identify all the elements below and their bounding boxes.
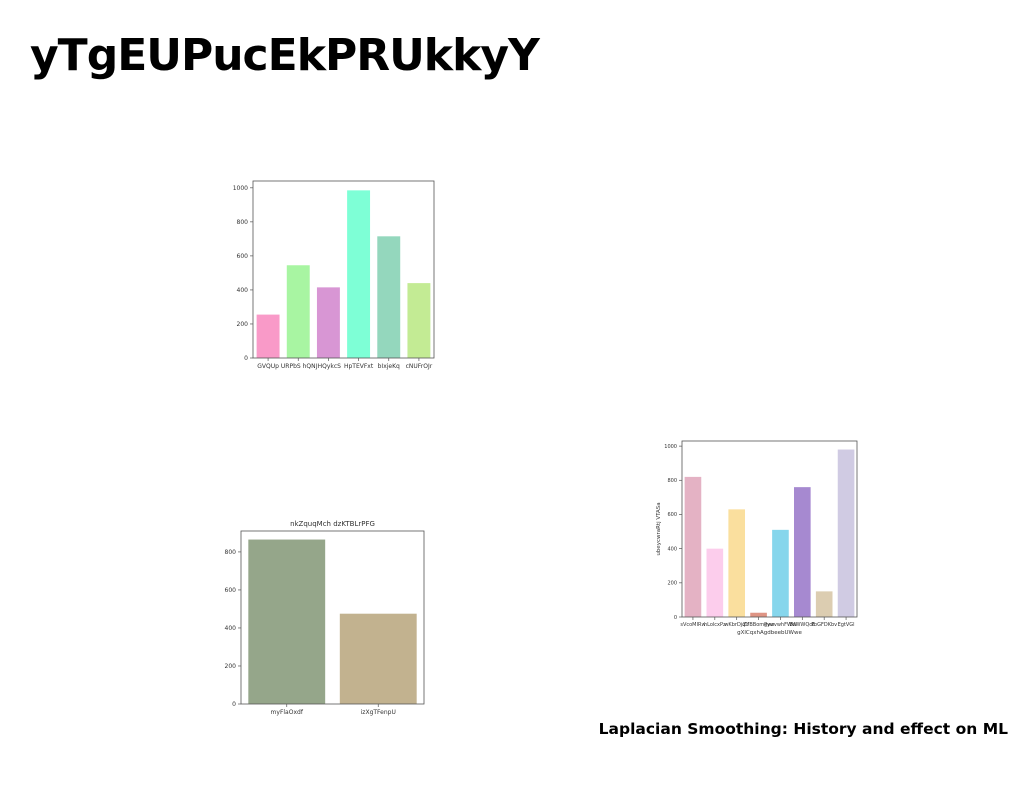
x-tick-label: EgtVGl bbox=[838, 622, 855, 628]
y-tick-label: 200 bbox=[667, 581, 677, 587]
x-tick-label: wKbrDjqU bbox=[724, 622, 749, 628]
bar-1 bbox=[684, 476, 702, 617]
bar-2 bbox=[286, 265, 310, 358]
y-tick-label: 800 bbox=[237, 219, 249, 226]
bar-8 bbox=[837, 449, 855, 617]
y-axis-label: ubeycwraRtj VTASa bbox=[656, 502, 662, 555]
y-tick-label: 0 bbox=[244, 355, 248, 362]
bar-2 bbox=[706, 548, 724, 617]
y-tick-label: 600 bbox=[237, 253, 249, 260]
slide-title: yTgEUPucEkPRUkkyY bbox=[30, 30, 540, 81]
y-tick-label: 600 bbox=[667, 512, 677, 518]
bar-1 bbox=[256, 314, 280, 358]
x-tick-label: JHQykcS bbox=[315, 363, 341, 370]
bar-6 bbox=[407, 283, 431, 358]
bar-4 bbox=[750, 612, 767, 617]
bar-3 bbox=[316, 287, 340, 358]
bar-2 bbox=[339, 613, 417, 704]
y-tick-label: 800 bbox=[225, 549, 237, 556]
plot-frame bbox=[681, 440, 858, 618]
y-tick-label: 800 bbox=[667, 478, 677, 484]
x-tick-label: ZYBBomPyw bbox=[743, 622, 774, 628]
y-tick-label: 0 bbox=[674, 615, 677, 621]
y-tick-label: 400 bbox=[667, 546, 677, 552]
y-tick-label: 200 bbox=[237, 321, 249, 328]
x-tick-label: myFlaOxdf bbox=[271, 709, 304, 716]
y-tick-label: 200 bbox=[225, 663, 237, 670]
x-tick-label: HpTEVFxt bbox=[344, 363, 374, 370]
bar-5 bbox=[772, 529, 789, 617]
y-tick-label: 400 bbox=[237, 287, 249, 294]
slide-caption: Laplacian Smoothing: History and effect … bbox=[598, 720, 1008, 738]
y-tick-label: 1000 bbox=[664, 444, 677, 450]
plot-frame bbox=[240, 530, 425, 705]
x-tick-label: PoGFDKbv bbox=[811, 622, 837, 628]
y-tick-label: 400 bbox=[225, 625, 237, 632]
x-tick-label: GVQUp bbox=[257, 363, 279, 370]
bar-6 bbox=[794, 487, 811, 617]
x-tick-label: cNUFrOJr bbox=[406, 363, 433, 370]
x-axis-label: gXlCqxhAgdbeebUWwe bbox=[737, 630, 802, 636]
y-tick-label: 0 bbox=[232, 701, 236, 708]
x-tick-label: izXgTFenpU bbox=[361, 709, 396, 716]
x-tick-label: bIxjeKq bbox=[378, 363, 400, 370]
bar-5 bbox=[377, 236, 401, 358]
y-tick-label: 1000 bbox=[233, 185, 248, 192]
bar-3 bbox=[728, 509, 746, 617]
bar-1 bbox=[248, 539, 326, 704]
x-tick-label: gwsvwhFWW bbox=[764, 622, 797, 628]
bar-7 bbox=[815, 591, 833, 617]
x-tick-label: sVcoMIRw bbox=[680, 622, 705, 628]
x-tick-label: hLolcxPz bbox=[704, 622, 726, 628]
y-tick-label: 600 bbox=[225, 587, 237, 594]
x-tick-label: BzWWQcE bbox=[789, 622, 815, 628]
bar-4 bbox=[347, 190, 371, 358]
plot-frame bbox=[252, 180, 435, 359]
chart-title: nkZquqMch dzKTBLrPFG bbox=[290, 520, 375, 528]
x-tick-label: URPbS hQN bbox=[281, 363, 316, 370]
